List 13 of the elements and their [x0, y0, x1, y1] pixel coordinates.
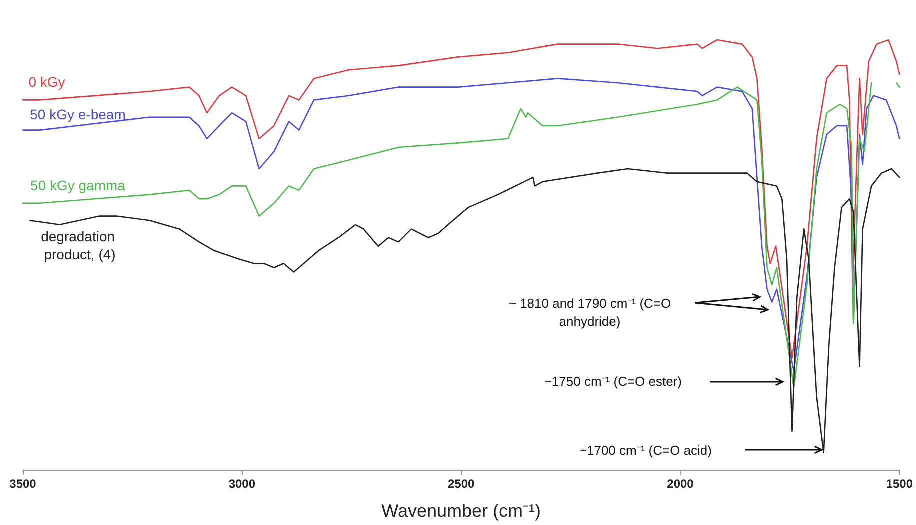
x-tick-label: 2500: [448, 477, 475, 491]
x-tick-label: 3000: [228, 477, 256, 491]
x-axis-title: Wavenumber (cm⁻¹): [382, 501, 542, 521]
x-tick-label: 2000: [667, 477, 694, 491]
series-label: 0 kGy: [28, 74, 66, 90]
series-label: 50 kGy gamma: [30, 177, 126, 194]
annotation: ~ 1810 and 1790 cm⁻¹ (C=O anhydride): [508, 295, 672, 331]
x-tick-label: 1500: [886, 477, 914, 491]
annotation: ~1700 cm⁻¹ (C=O acid): [579, 442, 712, 460]
x-tick-label: 3500: [10, 477, 37, 491]
series-label: degradation product, (4): [41, 228, 119, 263]
series-label: 50 kGy e-beam: [30, 106, 126, 122]
annotation: ~1750 cm⁻¹ (C=O ester): [544, 373, 682, 391]
